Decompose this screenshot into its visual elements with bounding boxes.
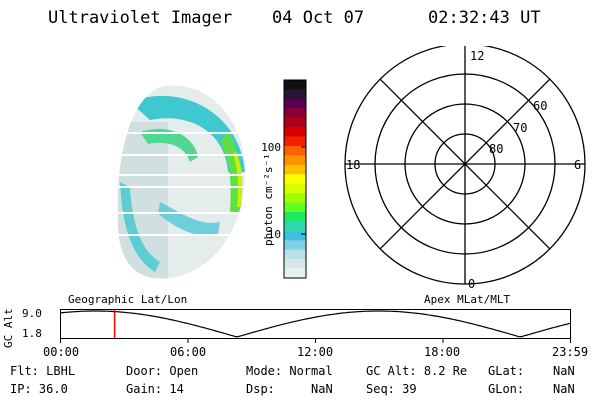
instrument-title: Ultraviolet Imager — [48, 8, 233, 28]
colorbar-block — [284, 108, 306, 119]
colorbar-block — [284, 98, 306, 109]
colorbar-block — [284, 230, 306, 241]
status-mode-label: Mode: — [246, 364, 283, 378]
altitude-plot — [60, 309, 571, 343]
lat-label-80: 80 — [489, 142, 503, 156]
colorbar-block — [284, 164, 306, 175]
colorbar-block — [284, 259, 306, 270]
status-seq: Seq: 39 — [366, 382, 417, 396]
mlt-label-top: 12 — [470, 49, 484, 63]
colorbar-block — [284, 136, 306, 147]
x-tick-0600: 06:00 — [170, 345, 207, 359]
mlt-label-right: 6 — [574, 158, 581, 172]
status-dsp: Dsp: NaN — [246, 382, 333, 396]
status-glon-value: NaN — [553, 382, 575, 396]
status-ip-value: 36.0 — [38, 382, 68, 396]
colorbar-block — [284, 193, 306, 204]
x-tick-1800: 18:00 — [424, 345, 461, 359]
gc-alt-axis-label: GC Alt — [2, 308, 15, 348]
colorbar-block — [284, 155, 306, 166]
y-tick-high: 9.0 — [22, 307, 42, 320]
lat-label-60: 60 — [533, 99, 547, 113]
status-ip-label: IP: — [10, 382, 32, 396]
mlt-label-bottom: 0 — [468, 277, 475, 291]
status-door: Door: Open — [126, 364, 198, 378]
status-filter-value: LBHL — [46, 364, 76, 378]
status-gain: Gain: 14 — [126, 382, 184, 396]
status-seq-value: 39 — [402, 382, 417, 396]
status-glon-label: GLon: — [488, 382, 525, 396]
y-tick-low: 1.8 — [22, 327, 42, 340]
polar-grid: 12 18 6 0 60 70 80 — [344, 46, 586, 291]
colorbar-block — [284, 146, 306, 157]
colorbar-block — [284, 174, 306, 185]
auroral-image — [117, 85, 245, 279]
colorbar-unit-label: photon cm⁻²s⁻¹ — [262, 153, 275, 246]
colorbar-block — [284, 249, 306, 260]
colorbar-block — [284, 212, 306, 223]
observation-date: 04 Oct 07 — [272, 8, 365, 28]
status-gc-alt-value: 8.2 Re — [423, 364, 468, 378]
status-mode: Mode: Normal — [246, 364, 333, 378]
apex-caption: Apex MLat/MLT — [424, 293, 511, 306]
lat-label-70: 70 — [513, 121, 527, 135]
status-seq-label: Seq: — [366, 382, 395, 396]
status-filter-label: Flt: — [10, 364, 39, 378]
colorbar: 100 10 — [262, 79, 307, 279]
status-gc-alt: GC Alt: 8.2 Re — [366, 364, 467, 378]
colorbar-tick-label: 100 — [262, 141, 281, 154]
altitude-curve — [60, 310, 571, 338]
status-glat-value: NaN — [553, 364, 575, 378]
status-glat-label: GLat: — [488, 364, 525, 378]
mlt-label-left: 18 — [346, 158, 360, 172]
status-door-value: Open — [169, 364, 199, 378]
x-tick-2359: 23:59 — [552, 345, 589, 359]
status-door-label: Door: — [126, 364, 163, 378]
status-gain-value: 14 — [169, 382, 184, 396]
geographic-caption: Geographic Lat/Lon — [68, 293, 188, 306]
colorbar-gradient — [284, 80, 306, 279]
colorbar-block — [284, 240, 306, 251]
colorbar-block — [284, 80, 306, 91]
colorbar-tick-label: 10 — [268, 228, 281, 241]
colorbar-block — [284, 221, 306, 232]
status-mode-value: Normal — [289, 364, 333, 378]
status-gc-alt-label: GC Alt: — [366, 364, 417, 378]
colorbar-frame — [283, 79, 307, 279]
x-tick-1200: 12:00 — [297, 345, 334, 359]
colorbar-block — [284, 89, 306, 100]
colorbar-block — [284, 127, 306, 138]
colorbar-block — [284, 202, 306, 213]
observation-time: 02:32:43 UT — [428, 8, 541, 28]
colorbar-block — [284, 117, 306, 128]
status-glat: GLat: NaN — [488, 364, 575, 378]
status-ip: IP: 36.0 — [10, 382, 68, 396]
polar-line-diagonal-b — [379, 78, 551, 250]
status-filter: Flt: LBHL — [10, 364, 75, 378]
status-glon: GLon: NaN — [488, 382, 575, 396]
x-tick-0000: 00:00 — [43, 345, 80, 359]
colorbar-block — [284, 183, 306, 194]
colorbar-block — [284, 268, 306, 279]
status-dsp-value: NaN — [311, 382, 333, 396]
status-dsp-label: Dsp: — [246, 382, 275, 396]
status-gain-label: Gain: — [126, 382, 163, 396]
